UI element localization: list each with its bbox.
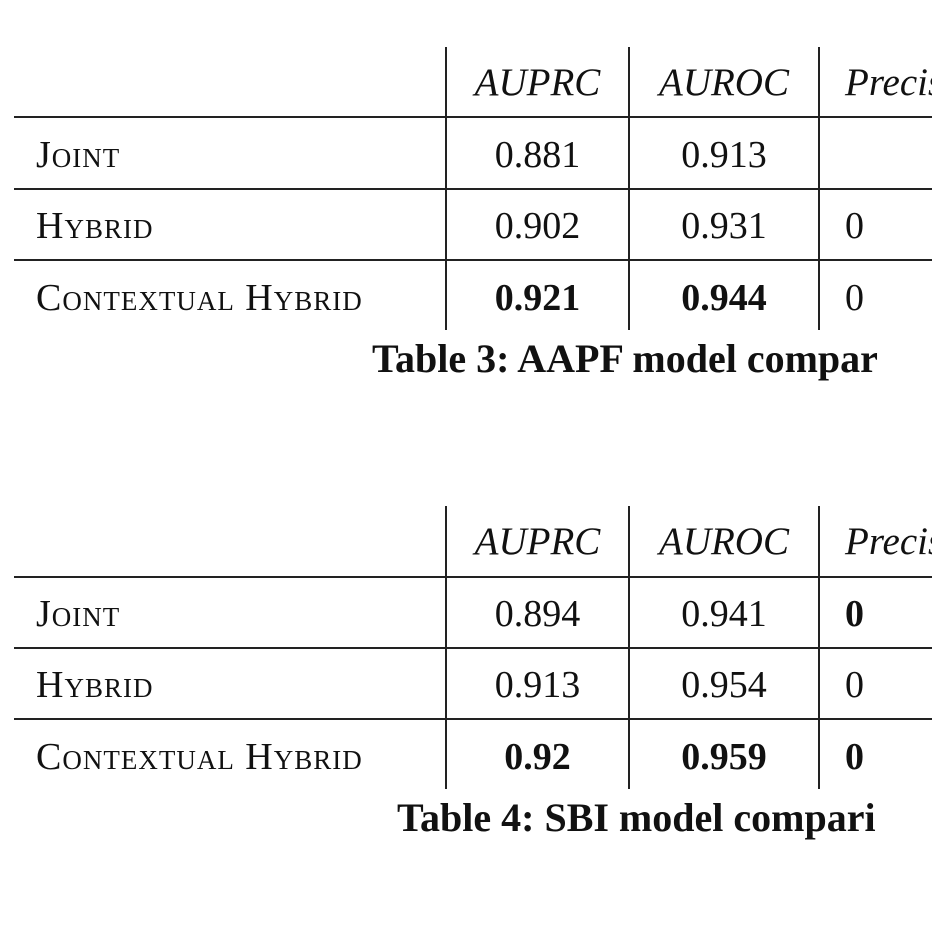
row-rule bbox=[14, 188, 932, 190]
header-cell-auroc: AUROC bbox=[659, 520, 789, 563]
model-name-cell: Hybrid bbox=[36, 204, 154, 247]
precision-cell: 0 bbox=[845, 663, 864, 706]
auprc-cell: 0.913 bbox=[494, 663, 581, 706]
table-row: Hybrid 0.902 0.931 0 bbox=[0, 190, 932, 261]
table-3: AUPRC AUROC Precis Joint 0.881 0.913 Hyb… bbox=[0, 0, 932, 400]
table-caption: Table 4: SBI model compari bbox=[397, 795, 876, 840]
model-name-cell: Hybrid bbox=[36, 663, 154, 706]
table-4: AUPRC AUROC Precis Joint 0.894 0.941 0 H… bbox=[0, 460, 932, 860]
table-row: Contextual Hybrid 0.921 0.944 0 bbox=[0, 262, 932, 333]
header-cell-name bbox=[14, 506, 446, 577]
header-cell-auprc: AUPRC bbox=[474, 61, 601, 104]
auroc-cell: 0.931 bbox=[681, 204, 767, 247]
header-cell-name bbox=[14, 47, 446, 118]
table-header-row: AUPRC AUROC Precis bbox=[0, 506, 932, 577]
auprc-cell: 0.894 bbox=[494, 592, 581, 635]
auroc-cell: 0.913 bbox=[681, 133, 767, 176]
auprc-cell: 0.881 bbox=[494, 133, 581, 176]
precision-cell: 0 bbox=[845, 276, 864, 319]
header-cell-auroc: AUROC bbox=[659, 61, 789, 104]
row-rule bbox=[14, 259, 932, 261]
table-header-row: AUPRC AUROC Precis bbox=[0, 47, 932, 118]
header-cell-auprc: AUPRC bbox=[474, 520, 601, 563]
precision-cell: 0 bbox=[845, 735, 864, 778]
auprc-cell: 0.92 bbox=[504, 735, 571, 778]
table-row: Contextual Hybrid 0.92 0.959 0 bbox=[0, 721, 932, 792]
model-name-cell: Joint bbox=[36, 592, 121, 635]
row-rule bbox=[14, 647, 932, 649]
auroc-cell: 0.954 bbox=[681, 663, 767, 706]
table-caption: Table 3: AAPF model compar bbox=[372, 336, 878, 381]
header-cell-precision: Precis bbox=[845, 520, 932, 563]
precision-cell bbox=[819, 119, 932, 190]
row-rule bbox=[14, 718, 932, 720]
header-cell-precision: Precis bbox=[845, 61, 932, 104]
auprc-cell: 0.921 bbox=[494, 276, 581, 319]
table-row: Hybrid 0.913 0.954 0 bbox=[0, 649, 932, 720]
model-name-cell: Joint bbox=[36, 133, 121, 176]
row-rule bbox=[14, 576, 932, 578]
row-rule bbox=[14, 116, 932, 118]
model-name-cell: Contextual Hybrid bbox=[36, 735, 363, 778]
model-name-cell: Contextual Hybrid bbox=[36, 276, 363, 319]
table-row: Joint 0.881 0.913 bbox=[0, 119, 932, 190]
auroc-cell: 0.941 bbox=[681, 592, 767, 635]
precision-cell: 0 bbox=[845, 204, 864, 247]
precision-cell: 0 bbox=[845, 592, 864, 635]
auroc-cell: 0.959 bbox=[681, 735, 767, 778]
table-row: Joint 0.894 0.941 0 bbox=[0, 578, 932, 649]
auprc-cell: 0.902 bbox=[494, 204, 581, 247]
auroc-cell: 0.944 bbox=[681, 276, 767, 319]
